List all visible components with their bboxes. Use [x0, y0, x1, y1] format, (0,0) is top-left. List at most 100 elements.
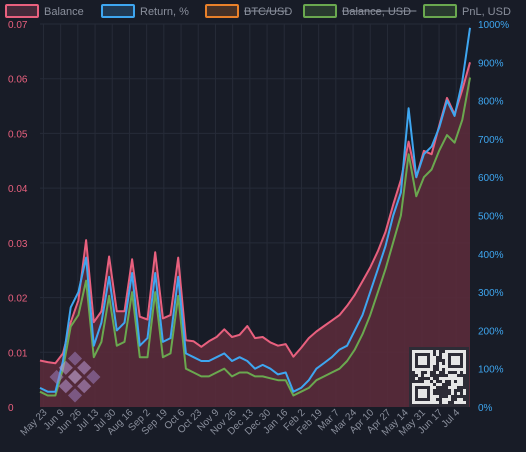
qr-cell	[442, 377, 445, 380]
qr-cell	[451, 392, 454, 395]
series-line-return	[39, 27, 471, 393]
qr-cell	[430, 368, 433, 371]
qr-cell	[424, 359, 427, 362]
y-right-tick-label: 600%	[478, 173, 504, 184]
qr-cell	[445, 398, 448, 401]
qr-cell	[430, 398, 433, 401]
qr-cell	[421, 356, 424, 359]
qr-cell	[445, 356, 448, 359]
qr-cell	[457, 398, 460, 401]
y-right-tick-label: 800%	[478, 97, 504, 108]
qr-cell	[445, 353, 448, 356]
qr-cell	[430, 362, 433, 365]
qr-cell	[412, 401, 415, 404]
qr-cell	[421, 401, 424, 404]
legend-swatch	[5, 4, 39, 18]
qr-cell	[442, 401, 445, 404]
qr-cell	[421, 359, 424, 362]
qr-cell	[451, 374, 454, 377]
qr-cell	[448, 377, 451, 380]
qr-cell	[463, 356, 466, 359]
qr-cell	[418, 389, 421, 392]
y-right-tick-label: 100%	[478, 365, 504, 376]
qr-cell	[451, 380, 454, 383]
qr-cell	[442, 353, 445, 356]
qr-cell	[460, 350, 463, 353]
qr-cell	[418, 371, 421, 374]
qr-cell	[418, 350, 421, 353]
qr-cell	[430, 377, 433, 380]
legend: Balance Return, % BTC/USD Balance, USD PnL, …	[5, 4, 511, 18]
qr-cell	[412, 395, 415, 398]
qr-cell	[442, 356, 445, 359]
qr-cell	[439, 377, 442, 380]
legend-label: Balance, USD	[342, 6, 411, 18]
qr-cell	[451, 383, 454, 386]
qr-cell	[433, 395, 436, 398]
qr-cell	[436, 383, 439, 386]
qr-cell	[451, 377, 454, 380]
qr-cell	[436, 401, 439, 404]
legend-swatch	[303, 4, 337, 18]
qr-cell	[433, 398, 436, 401]
legend-item-balance-usd[interactable]: Balance, USD	[303, 4, 417, 18]
qr-cell	[412, 350, 415, 353]
qr-cell	[448, 386, 451, 389]
qr-cell	[430, 401, 433, 404]
qr-cell	[457, 359, 460, 362]
legend-item-pnl-usd[interactable]: PnL, USD	[423, 4, 511, 18]
qr-cell	[463, 401, 466, 404]
qr-cell	[454, 362, 457, 365]
qr-cell	[457, 350, 460, 353]
qr-cell	[454, 374, 457, 377]
legend-swatch	[423, 4, 457, 18]
y-right-tick-label: 900%	[478, 58, 504, 69]
qr-cell	[427, 371, 430, 374]
series-line-pnl-usd	[39, 77, 471, 397]
qr-cell	[463, 359, 466, 362]
qr-cell	[463, 371, 466, 374]
qr-cell	[412, 392, 415, 395]
qr-cell	[445, 368, 448, 371]
qr-cell	[421, 389, 424, 392]
qr-cell	[418, 356, 421, 359]
qr-cell	[427, 374, 430, 377]
qr-cell	[415, 350, 418, 353]
qr-cell	[418, 401, 421, 404]
qr-cell	[415, 383, 418, 386]
qr-cell	[451, 350, 454, 353]
qr-cell	[454, 359, 457, 362]
qr-cell	[463, 392, 466, 395]
qr-cell	[421, 392, 424, 395]
y-axis-right: 0% 100% 200% 300% 400% 500% 600% 700% 800% 900% 10…	[478, 20, 509, 414]
qr-cell	[418, 362, 421, 365]
legend-item-balance[interactable]: Balance	[5, 4, 84, 18]
y-left-tick-label: 0.06	[8, 75, 28, 86]
legend-label: BTC/USD	[244, 6, 292, 18]
y-right-tick-label: 500%	[478, 212, 504, 223]
qr-cell	[418, 359, 421, 362]
qr-cell	[421, 362, 424, 365]
legend-swatch	[101, 4, 135, 18]
y-right-tick-label: 1000%	[478, 20, 509, 31]
qr-cell	[424, 380, 427, 383]
qr-cell	[412, 383, 415, 386]
qr-cell	[436, 395, 439, 398]
series-lines	[39, 27, 471, 397]
qr-cell	[412, 386, 415, 389]
qr-cell	[424, 389, 427, 392]
y-left-tick-label: 0	[8, 403, 14, 414]
qr-cell	[445, 359, 448, 362]
qr-cell	[412, 398, 415, 401]
qr-cell	[457, 371, 460, 374]
legend-label: Balance	[44, 6, 84, 18]
qr-cell	[448, 398, 451, 401]
qr-cell	[424, 356, 427, 359]
legend-item-btc-usd[interactable]: BTC/USD	[205, 4, 292, 18]
qr-cell	[460, 401, 463, 404]
qr-cell	[457, 380, 460, 383]
legend-item-return[interactable]: Return, %	[101, 4, 189, 18]
qr-cell	[442, 365, 445, 368]
y-left-tick-label: 0.02	[8, 294, 28, 305]
